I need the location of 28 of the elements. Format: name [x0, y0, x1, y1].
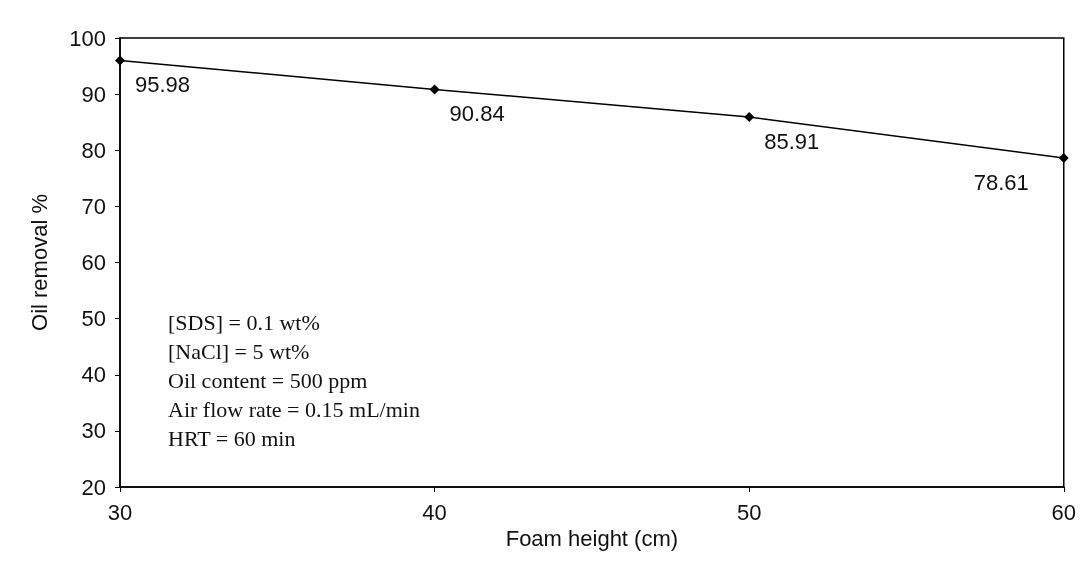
data-label: 78.61 — [973, 169, 1029, 195]
x-axis-title: Foam height (cm) — [505, 526, 679, 552]
annotation: [SDS] = 0.1 wt% — [168, 310, 320, 335]
annotation: [NaCl] = 5 wt% — [168, 339, 310, 364]
y-tick-label: 60 — [81, 250, 106, 275]
x-tick-label: 40 — [422, 499, 447, 525]
y-tick-label: 30 — [81, 418, 106, 444]
y-tick-label: 40 — [81, 362, 106, 388]
data-label: 90.84 — [449, 100, 505, 126]
data-label: 85.91 — [764, 128, 820, 154]
annotation: Air flow rate = 0.15 mL/min — [168, 397, 420, 422]
y-tick-label: 80 — [81, 137, 106, 163]
y-tick-label: 50 — [81, 306, 106, 332]
y-tick-label: 100 — [69, 25, 106, 51]
point — [744, 112, 755, 123]
annotation: Oil content = 500 ppm — [168, 368, 368, 393]
annotation: HRT = 60 min — [168, 426, 296, 451]
point — [115, 55, 125, 66]
x-tick-label: 30 — [107, 499, 133, 525]
x-tick-label: 50 — [736, 499, 762, 525]
data-label: 95.98 — [135, 72, 191, 98]
point — [429, 84, 440, 95]
point — [1058, 153, 1069, 164]
x-tick-label: 60 — [1051, 499, 1077, 525]
y-tick-label: 20 — [81, 474, 106, 500]
y-tick-label: 70 — [81, 193, 106, 219]
y-axis-title: Oil removal % — [26, 194, 52, 331]
y-tick-label: 90 — [81, 81, 106, 107]
